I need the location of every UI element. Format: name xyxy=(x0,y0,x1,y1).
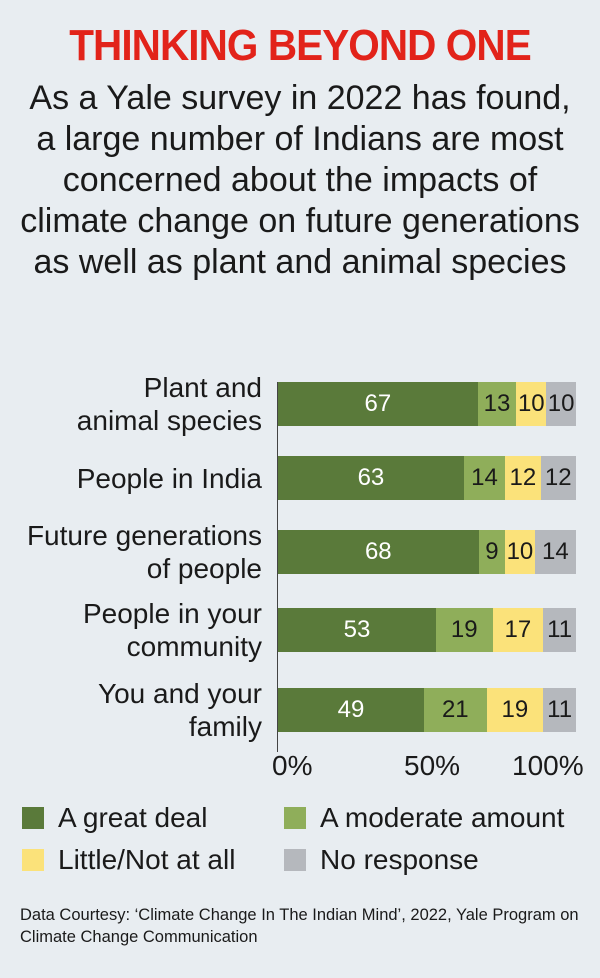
bar-segment: 14 xyxy=(534,530,576,574)
category-label-line: animal species xyxy=(76,405,262,436)
page-subtitle: As a Yale survey in 2022 has found, a la… xyxy=(20,79,580,281)
bar-segment: 13 xyxy=(477,382,517,426)
category-label: Plant and animal species xyxy=(77,371,262,437)
category-label-line: Future generations xyxy=(26,520,262,551)
legend-label: No response xyxy=(320,844,479,875)
bar-row: 49 21 19 11 xyxy=(278,688,576,732)
bar-segment: 19 xyxy=(486,688,544,732)
bar-row: 67 13 10 10 xyxy=(278,382,576,426)
category-label-line: community xyxy=(126,631,262,662)
legend-item: No response xyxy=(284,844,479,876)
category-label-line: People in India xyxy=(76,462,262,494)
legend-label: A great deal xyxy=(58,802,208,833)
x-tick-label: 100% xyxy=(512,750,584,781)
bar-segment: 10 xyxy=(546,382,576,426)
legend-item: Little/Not at all xyxy=(22,844,235,876)
bar-segment: 63 xyxy=(278,456,464,500)
x-tick-label: 0% xyxy=(272,750,313,781)
legend-item: A great deal xyxy=(22,802,207,834)
category-label: Future generations of people xyxy=(27,519,262,585)
page-title: THINKING BEYOND ONE xyxy=(69,21,531,70)
bar-segment: 10 xyxy=(516,382,547,426)
stacked-bar-chart: Plant and animal species 67 13 10 10 People in… xyxy=(0,360,600,800)
category-label: People in India xyxy=(77,462,262,495)
bar-segment: 14 xyxy=(463,456,506,500)
bar-segment: 17 xyxy=(492,608,544,652)
bar-row: 68 9 10 14 xyxy=(278,530,576,574)
legend-swatch xyxy=(284,807,306,829)
bar-segment: 12 xyxy=(505,456,541,500)
category-label: People in your community xyxy=(83,597,262,663)
category-label-line: Plant and xyxy=(143,372,262,403)
category-label: You and your family xyxy=(98,677,262,743)
legend-swatch xyxy=(22,849,44,871)
bar-segment: 12 xyxy=(540,456,576,500)
x-tick-label: 50% xyxy=(404,750,461,781)
source-note: Data Courtesy: ‘Climate Change In The In… xyxy=(20,906,579,946)
legend-swatch xyxy=(22,807,44,829)
bar-segment: 68 xyxy=(278,530,479,574)
y-axis-line xyxy=(277,382,278,752)
legend-label: A moderate amount xyxy=(320,802,565,833)
category-label-line: People in your xyxy=(82,598,262,629)
bar-segment: 11 xyxy=(543,688,576,732)
legend-item: A moderate amount xyxy=(284,802,564,834)
bar-segment: 21 xyxy=(424,688,487,732)
bar-segment: 19 xyxy=(435,608,493,652)
bar-segment: 9 xyxy=(478,530,506,574)
category-label-line: of people xyxy=(146,553,262,584)
legend: A great deal A moderate amount Little/Not … xyxy=(0,796,600,886)
bar-segment: 53 xyxy=(278,608,436,652)
bar-segment: 10 xyxy=(505,530,535,574)
legend-swatch xyxy=(284,849,306,871)
category-label-line: You and your xyxy=(98,678,262,709)
bar-segment: 67 xyxy=(278,382,478,426)
bar-row: 63 14 12 12 xyxy=(278,456,576,500)
legend-label: Little/Not at all xyxy=(58,844,236,875)
bar-segment: 11 xyxy=(543,608,576,652)
bar-segment: 49 xyxy=(278,688,425,732)
category-label-line: family xyxy=(188,711,262,742)
bar-row: 53 19 17 11 xyxy=(278,608,576,652)
